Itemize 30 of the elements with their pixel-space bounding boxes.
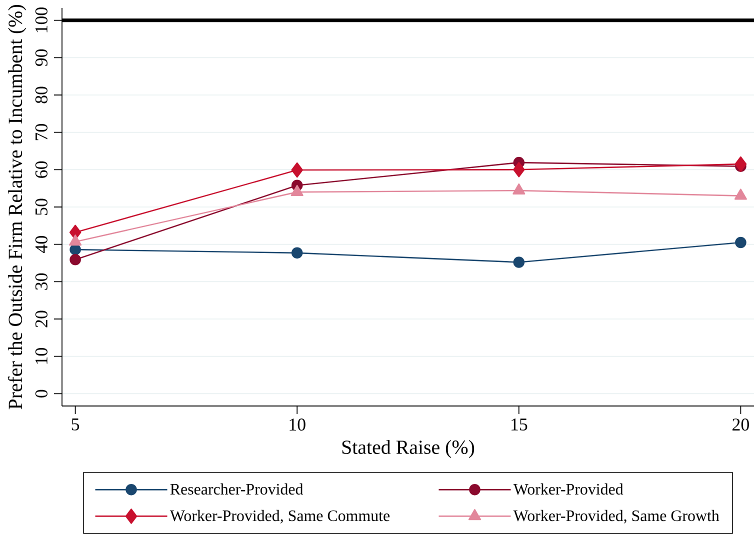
legend-label: Researcher-Provided: [170, 483, 304, 495]
point: [513, 162, 525, 178]
y-tick-label: 50: [35, 198, 48, 215]
y-tick-label: 70: [35, 124, 48, 140]
y-axis-title: Prefer the Outside Firm Relative to Incumbent (%): [8, 5, 26, 410]
x-tick-label: 5: [72, 418, 80, 430]
y-tick-label: 0: [35, 390, 48, 398]
point: [291, 247, 303, 259]
legend-label: Worker-Provided, Same Commute: [170, 510, 390, 524]
x-tick-label: 15: [512, 418, 528, 431]
point: [735, 236, 746, 248]
x-tick-label: 10: [290, 418, 306, 431]
y-tick-label: 20: [35, 310, 48, 328]
y-tick-label: 80: [35, 86, 48, 104]
legend-label: Worker-Provided: [513, 483, 624, 495]
y-tick-label: 30: [35, 273, 48, 290]
x-tick-label: 20: [732, 418, 749, 431]
y-tick-label: 60: [35, 161, 48, 178]
point: [734, 156, 747, 172]
point: [70, 254, 81, 266]
x-axis-title: Stated Raise (%): [342, 440, 474, 458]
point: [513, 256, 525, 268]
point: [69, 234, 82, 246]
legend-label: Worker-Provided, Same Growth: [513, 510, 720, 524]
y-tick-label: 40: [35, 236, 48, 253]
y-tick-label: 100: [35, 8, 48, 32]
point: [734, 188, 747, 200]
y-tick-label: 90: [35, 49, 48, 66]
y-tick-label: 10: [35, 348, 48, 364]
point: [291, 162, 304, 178]
